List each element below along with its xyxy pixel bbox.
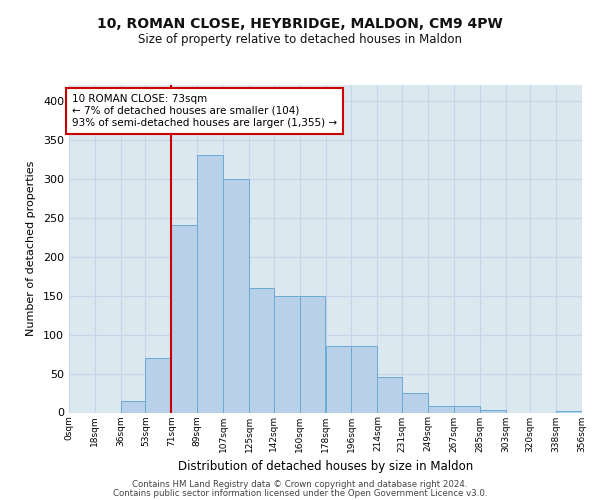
Bar [428,406,454,412]
Bar [223,178,249,412]
Bar [352,346,377,412]
Text: 10 ROMAN CLOSE: 73sqm
← 7% of detached houses are smaller (104)
93% of semi-deta: 10 ROMAN CLOSE: 73sqm ← 7% of detached h… [72,94,337,128]
Bar [325,346,352,412]
Text: Contains HM Land Registry data © Crown copyright and database right 2024.: Contains HM Land Registry data © Crown c… [132,480,468,489]
Bar [172,226,197,412]
Bar [274,296,299,412]
Bar [556,411,582,412]
Bar [454,406,479,412]
X-axis label: Distribution of detached houses by size in Maldon: Distribution of detached houses by size … [178,460,473,473]
Text: 10, ROMAN CLOSE, HEYBRIDGE, MALDON, CM9 4PW: 10, ROMAN CLOSE, HEYBRIDGE, MALDON, CM9 … [97,18,503,32]
Bar [299,296,325,412]
Y-axis label: Number of detached properties: Number of detached properties [26,161,36,336]
Bar [197,155,223,412]
Bar [145,358,172,412]
Text: Contains public sector information licensed under the Open Government Licence v3: Contains public sector information licen… [113,489,487,498]
Bar [377,378,402,412]
Bar [479,410,506,412]
Text: Size of property relative to detached houses in Maldon: Size of property relative to detached ho… [138,32,462,46]
Bar [121,401,145,412]
Bar [402,393,428,412]
Bar [249,288,274,412]
